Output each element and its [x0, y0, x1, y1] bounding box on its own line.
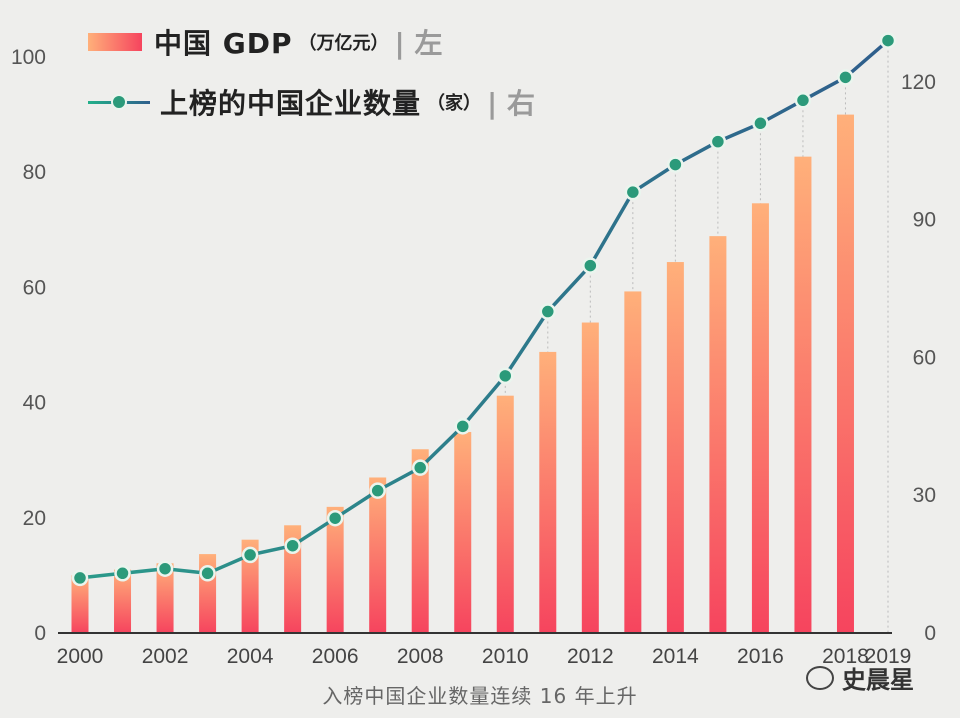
legend-gdp-name: 中国 GDP	[154, 27, 293, 60]
x-tick-label: 2004	[227, 645, 274, 668]
count-point	[284, 537, 301, 554]
gdp-bar	[539, 351, 557, 633]
count-point	[667, 156, 684, 173]
gdp-bar	[454, 431, 472, 633]
gdp-bar	[666, 262, 684, 633]
legend-count-name: 上榜的中国企业数量	[160, 87, 422, 120]
chart-caption: 入榜中国企业数量连续 16 年上升	[322, 684, 638, 708]
gdp-bar	[496, 395, 514, 633]
count-point	[199, 565, 216, 582]
count-point	[241, 546, 259, 564]
count-point	[369, 482, 386, 499]
gdp-bar	[794, 156, 812, 633]
legend-gdp-side: | 左	[394, 27, 443, 60]
gdp-bar	[709, 236, 727, 634]
right-tick-label: 120	[901, 71, 936, 94]
gdp-bar	[156, 563, 174, 633]
count-point	[411, 459, 429, 476]
bar-swatch	[88, 33, 142, 51]
count-point	[156, 560, 174, 577]
left-tick-label: 60	[23, 276, 46, 299]
gdp-bar	[369, 477, 387, 633]
gdp-bar	[326, 506, 344, 633]
left-axis: 0 20 40 60 80 100	[11, 46, 46, 645]
x-tick-label: 2012	[567, 645, 614, 668]
x-tick-label: 2010	[482, 645, 529, 668]
x-axis: 2000 2002 2004 2006 2008 2010 2012 2014 2016 2018…	[57, 645, 912, 668]
watermark-text: 史晨星	[842, 666, 914, 694]
x-tick-label: 2002	[142, 645, 189, 668]
left-tick-label: 40	[23, 392, 46, 415]
legend-count: 上榜的中国企业数量 （家） | 右	[88, 84, 535, 120]
count-point	[326, 509, 344, 527]
gdp-bar	[71, 575, 89, 633]
count-point	[837, 69, 854, 86]
x-tick-label: 2000	[57, 645, 104, 668]
gdp-bar	[411, 449, 429, 633]
right-tick-label: 30	[913, 484, 936, 507]
count-point	[624, 183, 642, 201]
legend-gdp: 中国 GDP （万亿元） | 左	[88, 24, 535, 60]
count-point	[454, 418, 471, 435]
watermark: 史晨星	[806, 660, 914, 695]
legend-count-side: | 右	[487, 87, 535, 120]
gdp-bar	[624, 291, 642, 633]
legend-count-unit: （家）	[427, 93, 482, 114]
right-tick-label: 90	[913, 209, 936, 232]
count-point	[709, 133, 727, 150]
gdp-bar	[836, 114, 854, 634]
count-point	[582, 257, 599, 274]
x-tick-label: 2014	[652, 645, 699, 668]
right-tick-label: 0	[924, 622, 936, 645]
x-tick-label: 2006	[312, 645, 359, 668]
left-tick-label: 0	[34, 622, 46, 645]
gdp-bar	[751, 203, 769, 633]
gdp-bar	[241, 539, 259, 633]
company-count-markers	[71, 32, 897, 587]
gdp-bar	[581, 322, 599, 633]
left-tick-label: 80	[23, 161, 46, 184]
wechat-icon	[806, 665, 834, 690]
right-tick-label: 60	[913, 346, 936, 369]
gdp-bars	[71, 114, 854, 634]
x-tick-label: 2019	[865, 645, 912, 668]
left-tick-label: 100	[11, 46, 46, 69]
gdp-bar	[114, 569, 132, 633]
count-point	[71, 569, 89, 587]
legend-gdp-unit: （万亿元）	[298, 33, 389, 54]
right-axis: 0 30 60 90 120	[901, 71, 936, 645]
legend: 中国 GDP （万亿元） | 左 上榜的中国企业数量 （家） | 右	[88, 24, 535, 144]
line-swatch	[88, 90, 150, 114]
count-point	[539, 303, 557, 320]
count-point	[794, 92, 812, 109]
count-point	[879, 32, 897, 49]
count-point	[497, 367, 514, 385]
x-tick-label: 2008	[397, 645, 444, 668]
count-point	[752, 115, 769, 132]
x-tick-label: 2018	[822, 645, 869, 668]
left-tick-label: 20	[23, 507, 46, 530]
x-tick-label: 2016	[737, 645, 784, 668]
count-point	[114, 565, 131, 582]
